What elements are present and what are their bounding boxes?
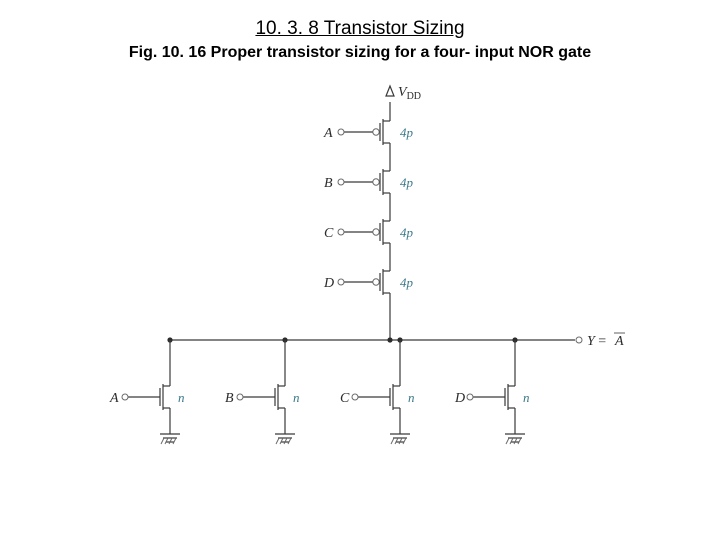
figure-caption: Fig. 10. 16 Proper transistor sizing for… bbox=[0, 44, 720, 62]
section-title: 10. 3. 8 Transistor Sizing bbox=[0, 18, 720, 40]
pmos-a-size-label: 4p bbox=[400, 125, 414, 140]
vdd-label: VDD bbox=[398, 85, 421, 102]
pmos-b-size-label: 4p bbox=[400, 175, 414, 190]
output-label: Y = bbox=[587, 334, 606, 349]
nmos-c-size-label: n bbox=[408, 390, 415, 405]
pmos-d-size-label: 4p bbox=[400, 275, 414, 290]
pmos-a-input-label: A bbox=[323, 126, 333, 141]
section-title-text: 10. 3. 8 Transistor Sizing bbox=[255, 18, 464, 39]
pmos-c-input-label: C bbox=[324, 226, 334, 241]
pmos-c-size-label: 4p bbox=[400, 225, 414, 240]
pmos-b-input-label: B bbox=[324, 176, 333, 191]
nor4-schematic: VDDA4pB4pC4pD4pY = A + B + C + DAnBnCnDn bbox=[95, 80, 625, 510]
pmos-d-input-label: D bbox=[323, 276, 334, 291]
nmos-c-input-label: C bbox=[340, 391, 350, 406]
nmos-b-input-label: B bbox=[225, 391, 234, 406]
nmos-a-input-label: A bbox=[109, 391, 119, 406]
nmos-a-size-label: n bbox=[178, 390, 185, 405]
nmos-d-size-label: n bbox=[523, 390, 530, 405]
nmos-d-input-label: D bbox=[454, 391, 465, 406]
nmos-b-size-label: n bbox=[293, 390, 300, 405]
svg-text:A: A bbox=[614, 334, 624, 349]
